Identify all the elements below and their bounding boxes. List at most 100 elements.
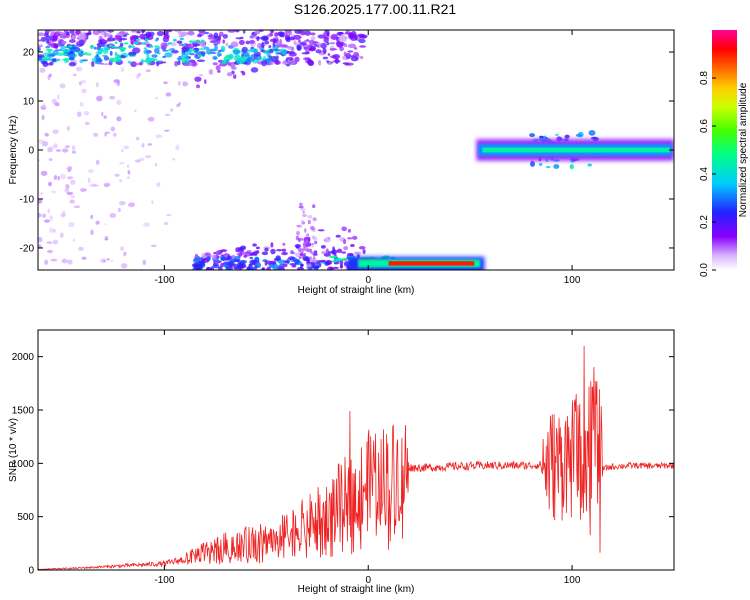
heatmap-cell <box>56 58 61 61</box>
heatmap-cell <box>182 43 187 47</box>
colorbar-tick-label: 0.6 <box>699 119 710 133</box>
spectrogram-y-tick-label: 0 <box>28 146 34 157</box>
heatmap-cell <box>90 229 94 236</box>
heatmap-cell <box>261 42 265 49</box>
heatmap-cell <box>334 258 343 261</box>
heatmap-cell <box>146 53 150 59</box>
heatmap-cell <box>178 30 182 36</box>
heatmap-cell <box>80 79 87 84</box>
heatmap-cell <box>266 260 273 265</box>
heatmap-cell <box>130 40 134 45</box>
heatmap-cell <box>234 255 241 260</box>
heatmap-cell <box>323 253 331 257</box>
heatmap-cell <box>75 31 80 36</box>
heatmap-cell <box>312 217 317 222</box>
heatmap-cell <box>87 169 94 174</box>
heatmap-cell <box>153 47 160 54</box>
heatmap-cell <box>329 255 338 259</box>
heatmap-cell <box>181 46 190 52</box>
heatmap-cell <box>50 35 58 41</box>
heatmap-cell <box>275 255 281 261</box>
heatmap-cell <box>236 60 244 65</box>
heatmap-cell <box>52 129 59 135</box>
heatmap-cell <box>359 34 366 39</box>
heatmap-cell <box>77 33 86 40</box>
heatmap-cell <box>120 67 125 72</box>
heatmap-cell <box>156 30 164 37</box>
heatmap-cell <box>122 34 127 38</box>
heatmap-cell <box>347 228 351 233</box>
heatmap-cell <box>271 55 277 63</box>
heatmap-cell <box>155 134 163 139</box>
heatmap-cell <box>156 61 160 67</box>
heatmap-cell <box>53 228 56 233</box>
heatmap-cell <box>329 41 336 45</box>
heatmap-cell <box>123 251 127 257</box>
heatmap-cell <box>116 99 122 106</box>
heatmap-cell <box>362 249 366 254</box>
snr-y-tick-label: 0 <box>28 566 34 577</box>
heatmap-cell <box>253 30 261 35</box>
heatmap-cell <box>93 46 97 50</box>
heatmap-cell <box>114 41 118 44</box>
heatmap-cell <box>230 41 239 48</box>
heatmap-cell <box>327 53 331 56</box>
heatmap-cell <box>118 200 126 206</box>
heatmap-cell <box>213 32 219 39</box>
spectrogram-x-axis-title: Height of straight line (km) <box>298 285 415 296</box>
heatmap-cell <box>136 30 141 34</box>
spectrogram-x-tick-label: 0 <box>365 275 371 286</box>
heatmap-cell <box>241 46 248 53</box>
heatmap-cell <box>95 220 100 225</box>
heatmap-cell <box>293 40 297 45</box>
heatmap-cell <box>285 56 294 61</box>
heatmap-cell <box>302 241 307 248</box>
heatmap-cell <box>358 38 366 44</box>
heatmap-cell <box>250 251 258 256</box>
heatmap-cell <box>194 254 199 259</box>
heatmap-cell <box>233 74 237 79</box>
heatmap-cell <box>121 149 124 153</box>
heatmap-cell <box>102 54 108 57</box>
heatmap-cell <box>96 42 105 48</box>
spectrogram-heatmap <box>38 30 674 270</box>
snr-series <box>38 345 674 570</box>
heatmap-cell <box>88 30 92 35</box>
heatmap-cell <box>298 256 302 260</box>
heatmap-cell <box>49 215 54 221</box>
heatmap-cell <box>304 59 308 64</box>
heatmap-cell <box>270 248 276 255</box>
heatmap-cell <box>212 262 219 267</box>
heatmap-cell <box>128 45 132 48</box>
heatmap-cell <box>189 49 197 52</box>
heatmap-cell <box>38 236 43 243</box>
heatmap-cell <box>104 132 107 137</box>
heatmap-cell <box>137 72 142 77</box>
heatmap-cell <box>95 159 100 165</box>
heatmap-cell <box>66 126 71 131</box>
heatmap-cell <box>40 36 47 42</box>
heatmap-cell <box>269 49 274 54</box>
heatmap-cell <box>143 49 150 55</box>
heatmap-cell <box>353 51 359 58</box>
heatmap-cell <box>318 260 326 263</box>
heatmap-cell <box>199 74 204 77</box>
heatmap-cell <box>587 163 592 167</box>
heatmap-cell <box>227 30 236 33</box>
heatmap-cell <box>91 60 95 68</box>
heatmap-cell <box>237 264 244 270</box>
heatmap-cell <box>166 30 173 33</box>
heatmap-cell <box>54 143 58 148</box>
heatmap-cell <box>348 33 357 39</box>
heatmap-cell <box>61 40 67 45</box>
heatmap-cell <box>93 132 99 137</box>
heatmap-cell <box>312 253 318 256</box>
heatmap-cell <box>38 54 45 57</box>
heatmap-cell <box>62 53 67 56</box>
heatmap-cell <box>278 266 285 270</box>
heatmap-cell <box>141 143 145 148</box>
heatmap-cell <box>114 35 123 40</box>
heatmap-cell <box>66 31 70 36</box>
heatmap-cell <box>44 219 50 223</box>
